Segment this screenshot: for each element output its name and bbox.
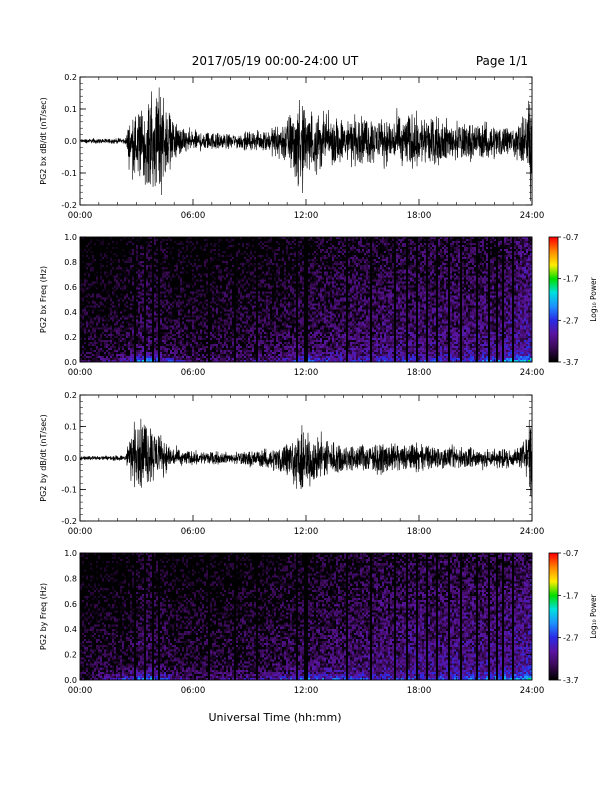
y-axis-title: PG2 bx Freq (Hz) bbox=[39, 266, 48, 333]
x-tick-label: 06:00 bbox=[181, 527, 206, 537]
waveform-series bbox=[79, 87, 533, 202]
colorbar bbox=[549, 237, 558, 362]
x-tick-label: 00:00 bbox=[68, 368, 93, 378]
x-tick-label: 00:00 bbox=[68, 686, 93, 696]
x-tick-label: 24:00 bbox=[520, 368, 545, 378]
x-tick-label: 00:00 bbox=[68, 527, 93, 537]
spectrogram-image bbox=[80, 237, 532, 362]
y-tick-label: 0.0 bbox=[64, 454, 77, 463]
y-tick-label: -0.2 bbox=[61, 201, 77, 210]
x-tick-label: 06:00 bbox=[181, 368, 206, 378]
y-tick-label: -0.1 bbox=[61, 486, 77, 495]
y-tick-label: 0.6 bbox=[64, 283, 77, 292]
y-tick-label: 0.6 bbox=[64, 600, 77, 609]
y-tick-label: 0.8 bbox=[64, 258, 77, 267]
panel-4: -0.7 -1.7 -2.7 -3.7 Log₁₀ Power 00:00 06:00 12:… bbox=[39, 549, 598, 696]
colorbar bbox=[549, 553, 558, 680]
page-indicator: Page 1/1 bbox=[476, 54, 528, 68]
x-axis-title: Universal Time (hh:mm) bbox=[209, 711, 342, 724]
y-tick-label: 0.1 bbox=[64, 423, 77, 432]
spectrogram-image bbox=[80, 553, 532, 680]
colorbar-label: Log₁₀ Power bbox=[589, 276, 598, 321]
x-tick-label: 18:00 bbox=[407, 211, 432, 221]
y-tick-label: 0.1 bbox=[64, 105, 77, 114]
figure-title: 2017/05/19 00:00-24:00 UT bbox=[192, 54, 359, 68]
y-tick-label: 0.2 bbox=[64, 651, 77, 660]
y-tick-label: 0.8 bbox=[64, 574, 77, 583]
y-tick-label: 0.2 bbox=[64, 333, 77, 342]
panel-2: -0.7 -1.7 -2.7 -3.7 Log₁₀ Power 00:00 06:00 12:… bbox=[39, 233, 598, 378]
colorbar-frame bbox=[548, 552, 559, 681]
x-tick-label: 18:00 bbox=[407, 368, 432, 378]
x-tick-label: 12:00 bbox=[294, 368, 319, 378]
colorbar-tick-label: -0.7 bbox=[563, 549, 579, 558]
y-axis-title: PG2 bx dB/dt (nT/sec) bbox=[39, 97, 48, 184]
colorbar-tick-label: -3.7 bbox=[563, 676, 579, 685]
y-tick-label: 0.4 bbox=[64, 308, 77, 317]
y-tick-label: 1.0 bbox=[64, 549, 77, 558]
x-tick-label: 12:00 bbox=[294, 527, 319, 537]
x-tick-label: 12:00 bbox=[294, 211, 319, 221]
x-tick-label: 24:00 bbox=[520, 527, 545, 537]
colorbar-tick-label: -0.7 bbox=[563, 233, 579, 242]
panel-1: 00:00 06:00 12:00 18:00 24:00 -0.2 -0.1 0.0 0.1 0… bbox=[39, 73, 544, 221]
colorbar-tick-label: -1.7 bbox=[563, 591, 579, 600]
y-tick-label: -0.2 bbox=[61, 517, 77, 526]
y-tick-label: 0.0 bbox=[64, 358, 77, 367]
colorbar-label: Log₁₀ Power bbox=[589, 593, 598, 638]
colorbar-tick-label: -2.7 bbox=[563, 634, 579, 643]
y-tick-label: 0.2 bbox=[64, 391, 77, 400]
panel-3: 00:00 06:00 12:00 18:00 24:00 -0.2 -0.1 0.0 0.1 0… bbox=[39, 391, 544, 537]
y-tick-label: -0.1 bbox=[61, 169, 77, 178]
y-axis-title: PG2 by dB/dt (nT/sec) bbox=[39, 414, 48, 501]
x-tick-label: 06:00 bbox=[181, 686, 206, 696]
x-tick-label: 24:00 bbox=[520, 686, 545, 696]
x-tick-label: 18:00 bbox=[407, 527, 432, 537]
x-tick-label: 24:00 bbox=[520, 211, 545, 221]
colorbar-tick-label: -1.7 bbox=[563, 275, 579, 284]
y-axis-title: PG2 by Freq (Hz) bbox=[39, 583, 48, 650]
x-tick-label: 06:00 bbox=[181, 211, 206, 221]
y-tick-label: 0.2 bbox=[64, 73, 77, 82]
x-tick-label: 18:00 bbox=[407, 686, 432, 696]
colorbar-tick-label: -2.7 bbox=[563, 316, 579, 325]
y-tick-label: 0.4 bbox=[64, 625, 77, 634]
panels: 00:00 06:00 12:00 18:00 24:00 -0.2 -0.1 0.0 0.1 0… bbox=[39, 73, 598, 696]
colorbar-tick-label: -3.7 bbox=[563, 358, 579, 367]
y-tick-label: 0.0 bbox=[64, 137, 77, 146]
x-tick-label: 00:00 bbox=[68, 211, 93, 221]
waveform-series bbox=[79, 418, 533, 498]
y-tick-label: 0.0 bbox=[64, 676, 77, 685]
colorbar-frame bbox=[548, 236, 559, 363]
x-tick-label: 12:00 bbox=[294, 686, 319, 696]
y-tick-label: 1.0 bbox=[64, 233, 77, 242]
